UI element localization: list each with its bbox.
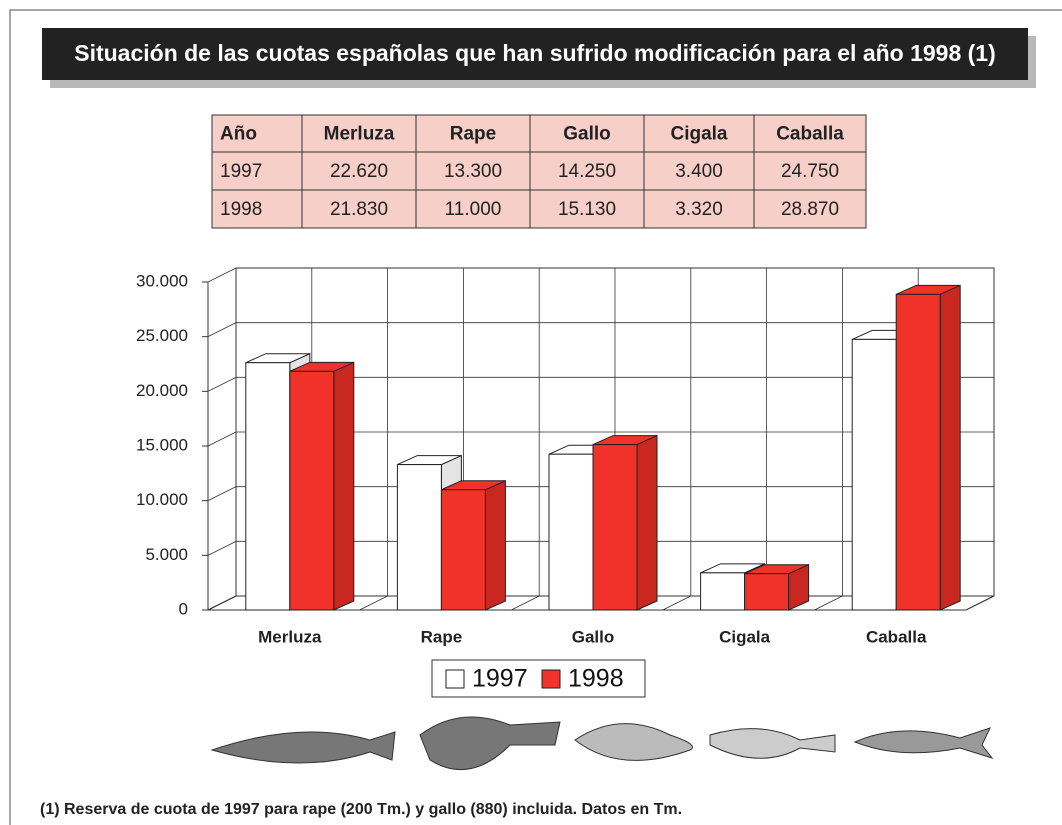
grid-line: [207, 486, 237, 502]
table-cell: [753, 151, 867, 191]
x-tick-label: Rape: [421, 627, 463, 646]
page-border: [9, 9, 1062, 825]
table-cell: [301, 189, 417, 229]
grid-line: [207, 322, 237, 338]
grid-line: [207, 540, 237, 556]
chart: 0 5.000 10.000 15.000 20.000 25.000 30.000 Merl…: [136, 267, 995, 698]
floor-line: [511, 595, 540, 611]
bar-front: [895, 293, 941, 611]
table-value: 11.000: [445, 199, 502, 220]
table-value: 21.830: [330, 199, 388, 220]
x-tick-label: Cigala: [719, 627, 771, 646]
table-cell: [643, 114, 755, 153]
floor-line: [965, 595, 995, 611]
bar: [895, 284, 961, 611]
bar-front: [700, 572, 746, 611]
table-cell: [753, 189, 867, 229]
table-header: Merluza: [324, 124, 395, 145]
bar-front: [851, 338, 897, 611]
x-tick-label: Merluza: [258, 627, 322, 646]
bar-front: [396, 464, 442, 611]
bar: [440, 479, 506, 611]
table-value: 14.250: [558, 161, 616, 182]
grid-line: [207, 376, 237, 392]
legend-swatch: [541, 669, 561, 689]
y-tick-label: 5.000: [145, 545, 188, 564]
y-tick-label: 10.000: [136, 490, 188, 509]
table-value: 3.320: [675, 199, 723, 220]
table-cell: [211, 189, 303, 229]
y-tick-label: 0: [179, 599, 188, 618]
bar-side: [333, 361, 355, 611]
legend-box: [431, 659, 646, 698]
y-tick-label: 25.000: [136, 326, 188, 345]
legend-swatch: [445, 669, 465, 689]
table-header: Gallo: [563, 124, 611, 145]
y-tick-label: 20.000: [136, 381, 188, 400]
title: Situación de las cuotas españolas que ha…: [74, 40, 996, 66]
table-cell: [301, 114, 417, 153]
bar-front: [744, 573, 790, 611]
legend-label: 1997: [472, 665, 528, 693]
table-header: Cigala: [670, 124, 727, 145]
floor-line: [359, 595, 388, 611]
table-value: 1998: [220, 199, 262, 220]
table-header: Rape: [450, 124, 496, 145]
bar-front: [548, 453, 594, 611]
grid-line: [207, 595, 237, 611]
table-value: 13.300: [444, 161, 502, 182]
bar-front: [440, 489, 486, 611]
table-cell: [753, 114, 867, 153]
bar-side: [484, 479, 506, 611]
fish-illustrations: [210, 716, 994, 771]
bar-side: [939, 284, 961, 611]
table-value: 28.870: [781, 199, 839, 220]
table-value: 22.620: [330, 161, 388, 182]
table-header: Caballa: [776, 124, 844, 145]
fish: [210, 731, 396, 764]
x-tick-label: Caballa: [866, 627, 927, 646]
table-cell: [415, 114, 531, 153]
bar: [744, 563, 810, 611]
title-bar: [42, 28, 1028, 80]
legend-label: 1998: [568, 665, 624, 693]
legend: 1997 1998: [431, 659, 646, 698]
fish: [419, 716, 561, 771]
floor-line: [662, 595, 691, 611]
table-cell: [415, 189, 531, 229]
table-cell: [529, 114, 645, 153]
bar-front: [289, 370, 335, 611]
table-header: Año: [220, 124, 257, 145]
table-value: 24.750: [781, 161, 839, 182]
floor-line: [814, 595, 843, 611]
bar-front: [592, 444, 638, 611]
table-cell: [529, 189, 645, 229]
x-tick-label: Gallo: [572, 627, 615, 646]
bar-front: [245, 362, 291, 611]
footnote: (1) Reserva de cuota de 1997 para rape (…: [40, 801, 682, 818]
table-value: 15.130: [558, 199, 616, 220]
grid-line: [207, 431, 237, 447]
fish: [574, 723, 693, 761]
table: Año Merluza Rape Gallo Cigala Caballa 1997 22.6…: [211, 114, 867, 229]
fish: [853, 727, 994, 759]
y-tick-label: 15.000: [136, 435, 188, 454]
bar-side: [636, 434, 658, 611]
table-value: 1997: [220, 161, 262, 182]
table-cell: [643, 189, 755, 229]
table-value: 3.400: [675, 161, 723, 182]
y-tick-label: 30.000: [136, 271, 188, 290]
fish: [709, 728, 836, 759]
table-cell: [643, 151, 755, 191]
grid-line: [207, 267, 237, 283]
bar: [289, 361, 355, 611]
bar: [592, 434, 658, 611]
